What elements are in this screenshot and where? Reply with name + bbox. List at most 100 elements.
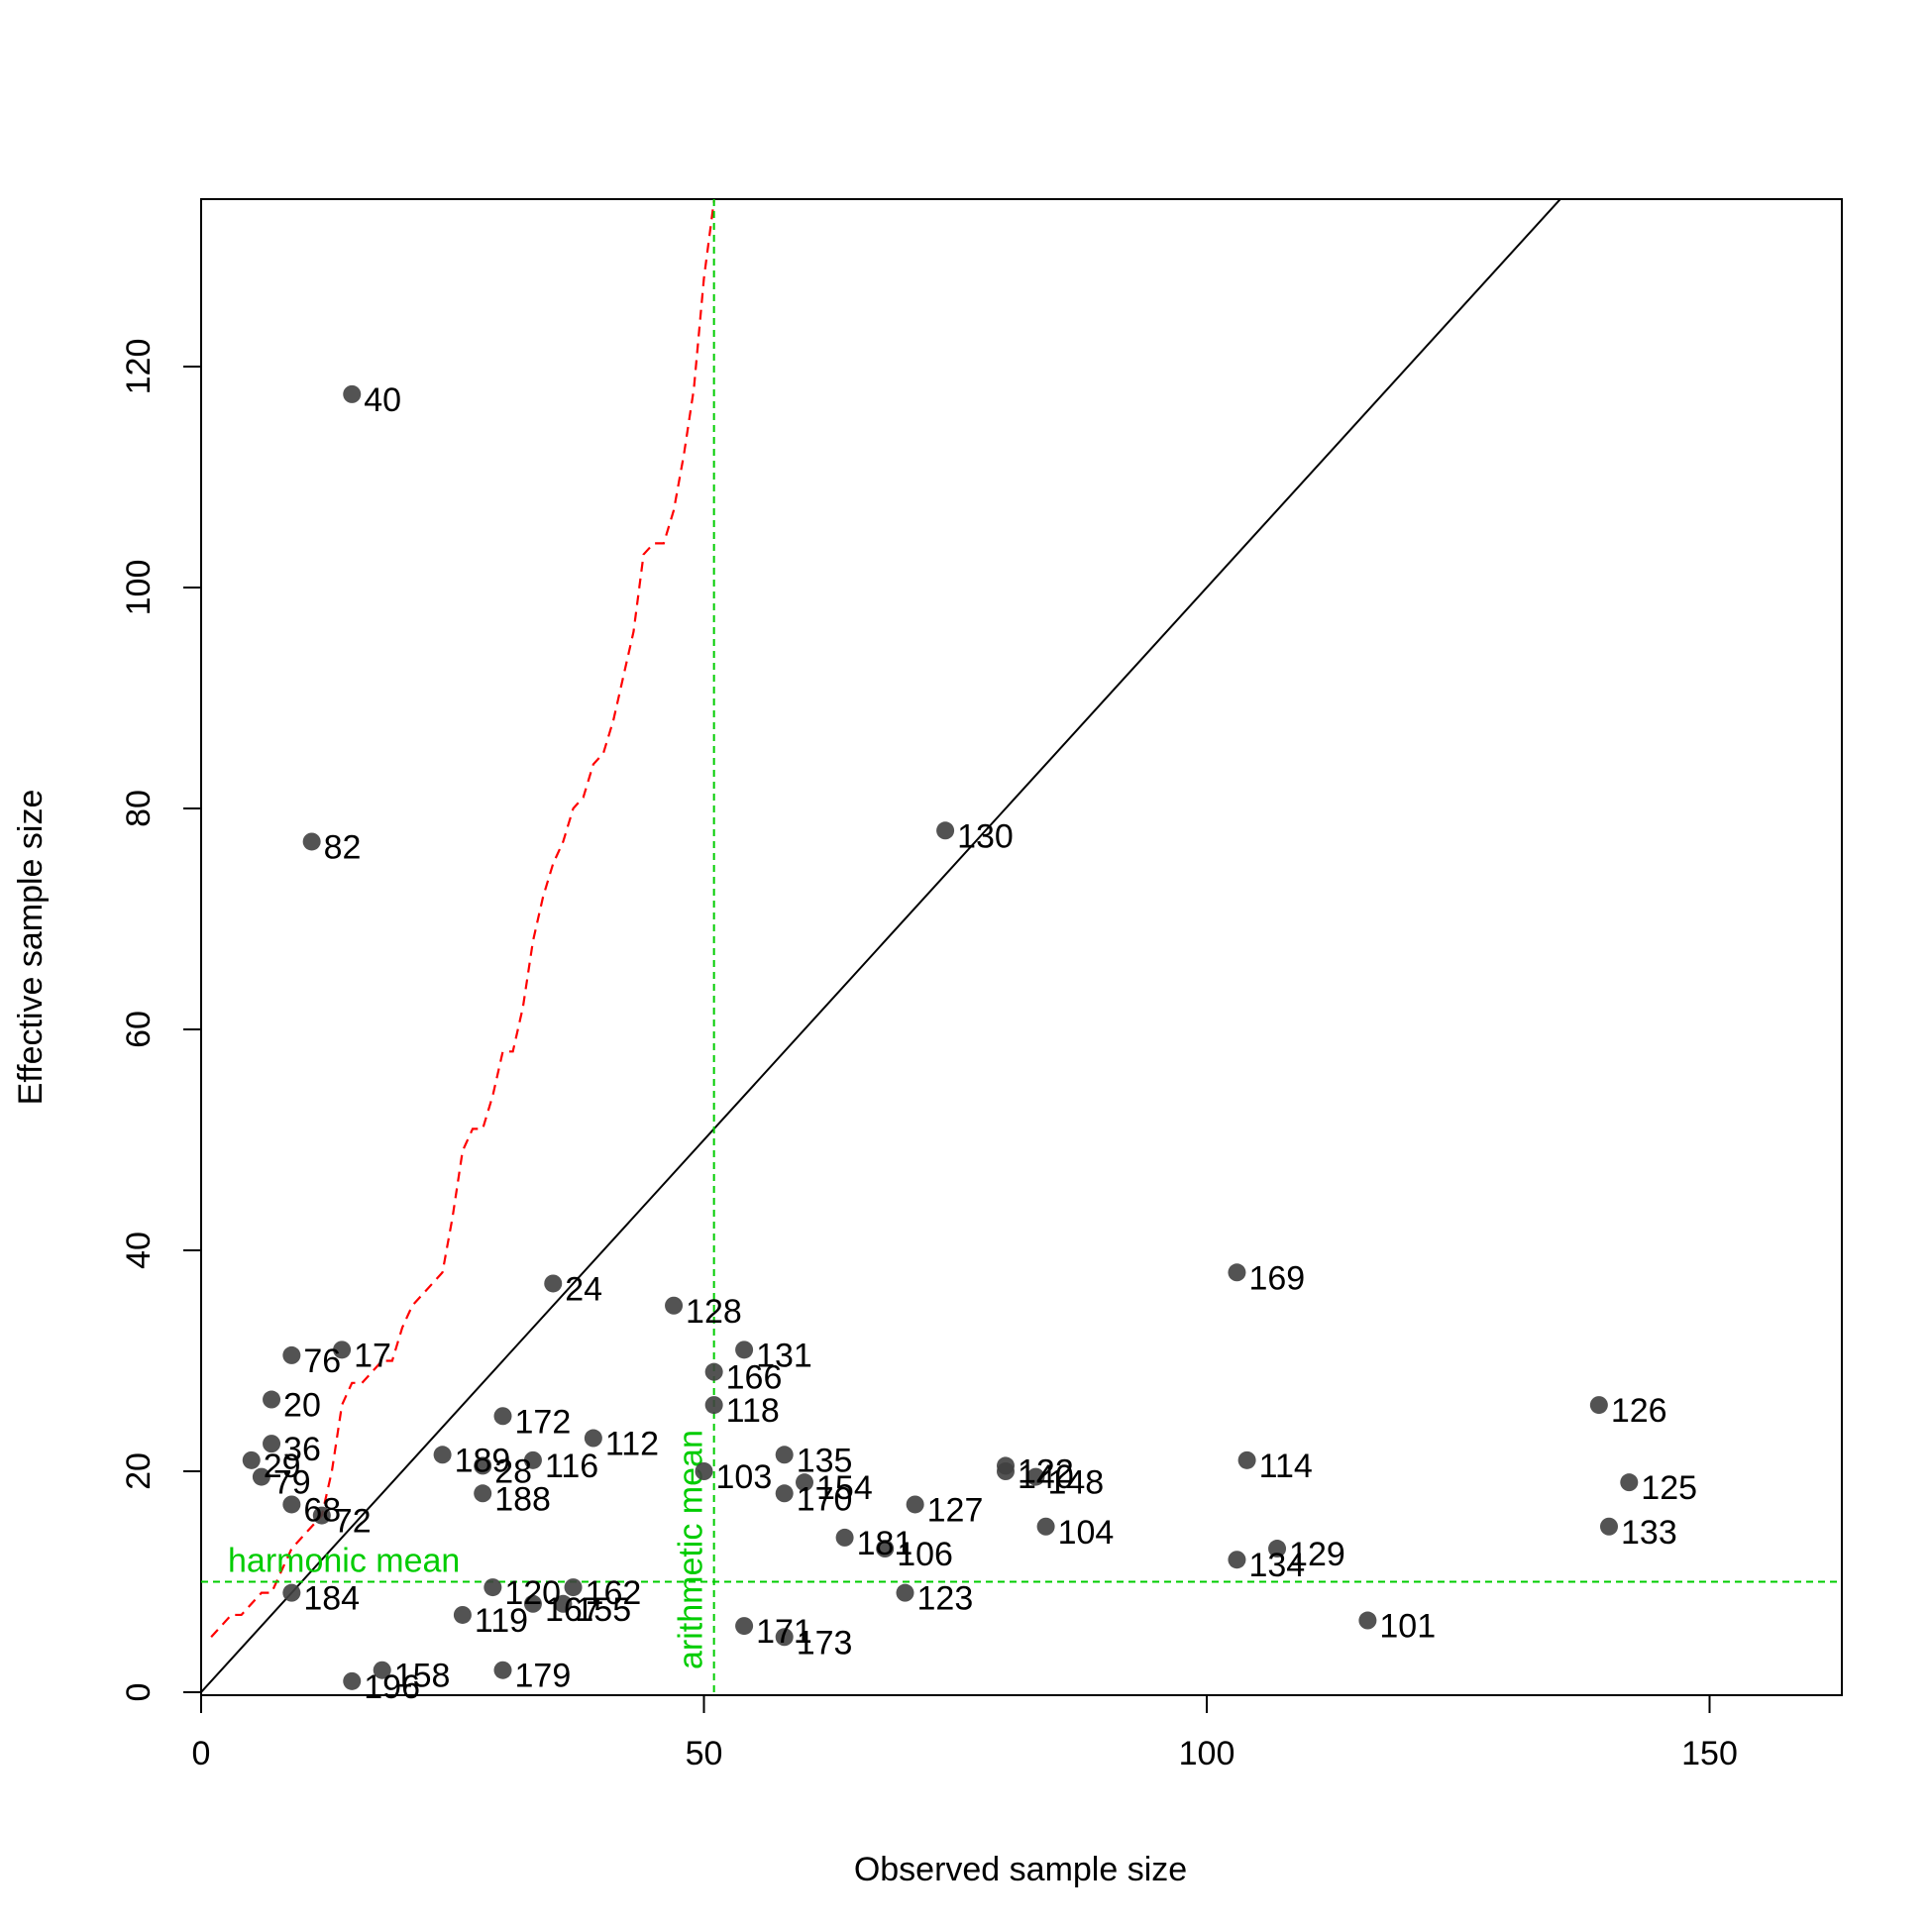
data-point	[704, 1396, 723, 1415]
point-label: 79	[273, 1464, 311, 1502]
data-point	[1228, 1551, 1246, 1569]
data-point	[1036, 1517, 1055, 1536]
data-point	[1237, 1450, 1256, 1469]
point-label: 181	[857, 1525, 913, 1562]
point-label: 17	[354, 1337, 391, 1374]
point-label: 120	[504, 1574, 561, 1612]
point-label: 103	[716, 1458, 773, 1496]
data-point	[523, 1450, 542, 1469]
data-point	[282, 1345, 301, 1364]
point-label: 172	[515, 1403, 572, 1441]
data-point	[263, 1435, 281, 1453]
data-point	[796, 1473, 813, 1492]
point-label: 189	[455, 1442, 511, 1479]
point-label: 155	[575, 1591, 631, 1629]
data-point	[1358, 1611, 1377, 1630]
point-label: 128	[686, 1293, 742, 1331]
data-point	[835, 1528, 854, 1547]
point-label: 166	[726, 1359, 783, 1397]
point-label: 122	[1018, 1452, 1074, 1490]
harmonic-mean-label: harmonic mean	[228, 1543, 460, 1580]
data-point	[343, 384, 362, 403]
point-label: 24	[565, 1270, 602, 1308]
x-tick-label: 150	[1681, 1735, 1738, 1772]
point-label: 28	[494, 1452, 532, 1490]
data-point	[493, 1407, 512, 1426]
axes: 0 50 100 150 0 20 40 60 80 100 120	[120, 339, 1738, 1772]
point-label: 131	[756, 1337, 812, 1374]
data-point	[1589, 1396, 1608, 1415]
y-tick-label: 40	[120, 1232, 158, 1269]
data-point	[1620, 1473, 1639, 1492]
data-point	[665, 1296, 684, 1315]
y-tick-label: 100	[120, 560, 158, 616]
point-label: 140	[1018, 1458, 1074, 1496]
identity-line	[201, 199, 1562, 1693]
point-label: 158	[394, 1658, 451, 1695]
point-label: 129	[1289, 1536, 1345, 1573]
y-tick-label: 0	[120, 1683, 158, 1702]
data-point	[453, 1605, 472, 1624]
data-point	[1026, 1467, 1045, 1486]
data-point	[544, 1274, 563, 1293]
point-label: 130	[957, 817, 1014, 855]
cumulative-curve	[210, 200, 715, 1638]
data-point	[263, 1390, 281, 1409]
point-label: 112	[605, 1426, 659, 1463]
data-point	[523, 1594, 542, 1613]
point-label: 148	[1047, 1464, 1104, 1502]
point-label: 119	[475, 1602, 528, 1640]
point-label: 133	[1621, 1514, 1677, 1552]
point-label: 36	[283, 1431, 321, 1468]
point-label: 104	[1058, 1514, 1115, 1552]
y-tick-label: 120	[120, 339, 158, 395]
point-label: 188	[494, 1480, 551, 1518]
x-tick-label: 50	[686, 1735, 723, 1772]
point-label: 125	[1641, 1469, 1697, 1507]
data-point	[483, 1578, 502, 1597]
point-label: 196	[364, 1668, 420, 1706]
y-axis-label: Effective sample size	[12, 790, 50, 1106]
data-point	[584, 1429, 602, 1448]
data-point	[775, 1484, 794, 1503]
data-points	[242, 384, 1639, 1690]
point-label: 173	[797, 1624, 853, 1662]
point-label: 72	[334, 1503, 372, 1541]
point-label: 184	[303, 1580, 360, 1618]
data-point	[876, 1540, 895, 1558]
point-label: 116	[545, 1448, 598, 1485]
point-label: 167	[545, 1591, 601, 1629]
data-point	[695, 1462, 713, 1480]
data-point	[896, 1583, 914, 1602]
y-tick-label: 60	[120, 1011, 158, 1048]
data-point	[997, 1462, 1015, 1480]
point-label: 169	[1248, 1259, 1305, 1297]
point-label: 171	[756, 1613, 812, 1651]
x-tick-label: 100	[1179, 1735, 1235, 1772]
point-label: 162	[586, 1574, 642, 1612]
point-label: 29	[264, 1448, 301, 1485]
point-label: 127	[927, 1491, 984, 1529]
point-label: 179	[515, 1658, 572, 1695]
data-point	[1228, 1263, 1246, 1282]
y-tick-label: 20	[120, 1452, 158, 1490]
data-point	[493, 1661, 512, 1679]
point-label: 68	[303, 1491, 341, 1529]
data-point	[936, 821, 955, 840]
point-label: 123	[917, 1580, 974, 1618]
data-point	[735, 1341, 754, 1359]
data-point	[554, 1594, 573, 1613]
point-label: 170	[797, 1480, 853, 1518]
point-label: 20	[283, 1387, 321, 1425]
data-point	[906, 1495, 924, 1514]
data-point	[252, 1467, 270, 1486]
point-label: 134	[1248, 1547, 1305, 1584]
data-point	[474, 1484, 492, 1503]
point-label: 118	[726, 1392, 780, 1430]
data-point	[343, 1671, 362, 1690]
data-point	[1600, 1517, 1618, 1536]
data-point	[333, 1341, 352, 1359]
point-label: 82	[324, 828, 362, 866]
